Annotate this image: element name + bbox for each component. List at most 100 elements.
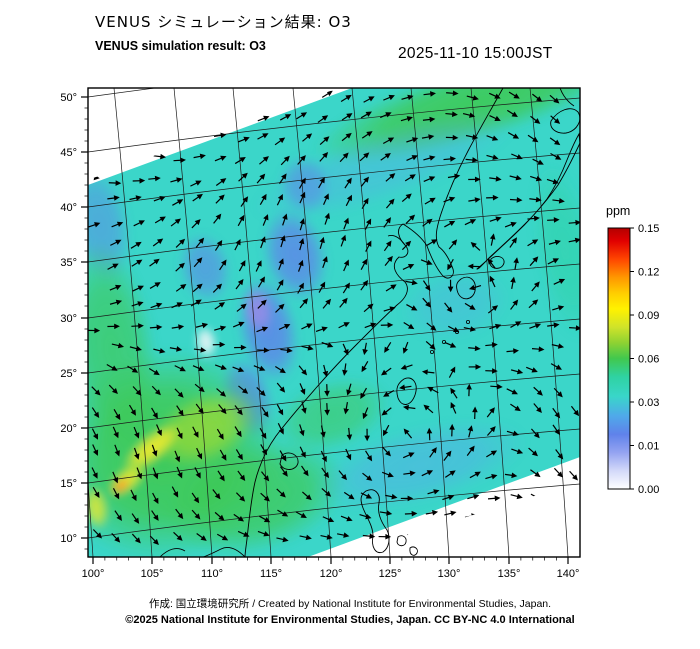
wind-arrow (360, 492, 373, 499)
wind-arrow (446, 90, 459, 97)
wind-arrow (274, 137, 286, 146)
wind-arrow (149, 324, 163, 331)
wind-arrow (421, 369, 435, 375)
wind-arrow (216, 388, 227, 397)
wind-arrow (299, 534, 312, 541)
wind-arrow (257, 133, 269, 140)
wind-arrow (133, 426, 140, 439)
wind-arrow (279, 450, 287, 462)
wind-arrow (382, 137, 395, 145)
graticule-longitude-line (173, 88, 213, 557)
wind-arrow (88, 174, 100, 181)
wind-arrow (192, 283, 203, 293)
wind-arrow (275, 365, 286, 374)
wind-arrow (462, 112, 476, 118)
wind-arrow (427, 386, 439, 394)
wind-arrow (130, 241, 142, 249)
wind-arrow (510, 493, 523, 500)
wind-arrow (195, 403, 204, 414)
wind-arrow (402, 404, 416, 411)
wind-arrow (215, 178, 227, 187)
wind-arrow (402, 264, 415, 270)
wind-arrow (468, 176, 481, 183)
wind-arrow (257, 276, 265, 288)
graticule-longitude-line (232, 88, 272, 557)
wind-arrow (552, 407, 561, 419)
wind-arrow (346, 427, 353, 441)
wind-arrow (342, 363, 348, 376)
wind-arrow (552, 305, 565, 311)
wind-arrow (282, 213, 288, 226)
wind-arrow (148, 367, 160, 376)
wind-arrow (219, 449, 227, 461)
wind-arrow (486, 407, 495, 418)
wind-arrow (237, 470, 246, 482)
wind-arrow (346, 383, 352, 396)
figure-timestamp: 2025-11-10 15:00JST (398, 45, 553, 62)
wind-arrow (234, 239, 241, 251)
wind-arrow (551, 536, 564, 543)
wind-arrow (320, 450, 327, 463)
o3-concentration-field (88, 88, 580, 557)
wind-arrow (131, 259, 143, 267)
wind-arrow (530, 115, 541, 124)
wind-arrow (532, 158, 544, 165)
wind-arrow (108, 384, 118, 395)
o3-region-very-low-o3-violet-spot (242, 286, 274, 334)
figure-title-ja: VENUS シミュレーション結果: O3 (95, 13, 352, 31)
wind-arrow (448, 325, 460, 333)
wind-arrow (381, 367, 392, 376)
wind-arrow (548, 239, 561, 246)
wind-arrow (279, 114, 292, 121)
plot-frame (87, 87, 581, 558)
wind-arrow (298, 365, 308, 376)
wind-arrow (237, 136, 250, 143)
wind-arrow (214, 155, 227, 162)
wind-arrow (486, 426, 496, 436)
graticule-latitude-line (88, 97, 580, 153)
axis-tick-labels: 50° 45° 40° 35° 30° 25° 20° 15° 10° 100° 105° 110° 1… (60, 92, 579, 580)
wind-arrow (384, 255, 393, 266)
wind-arrow (552, 424, 561, 436)
wind-arrow (343, 491, 355, 500)
y-axis-tick-label: 30° (60, 313, 77, 325)
coastline (279, 452, 299, 470)
coastline (559, 88, 575, 107)
y-axis-tick-label: 45° (60, 147, 77, 159)
wind-arrow (489, 114, 501, 121)
wind-arrow (131, 323, 144, 329)
wind-arrow (175, 262, 185, 272)
y-axis-tick-label: 25° (60, 368, 77, 380)
wind-arrow (212, 341, 226, 348)
wind-arrow (175, 284, 187, 292)
wind-arrow (361, 131, 373, 139)
wind-arrow (340, 94, 352, 102)
wind-arrow (175, 508, 184, 520)
wind-arrow (510, 299, 519, 310)
wind-arrow (550, 492, 561, 501)
wind-arrow (296, 91, 308, 98)
wind-arrow (528, 447, 538, 457)
wind-arrow (345, 194, 352, 207)
wind-arrow (297, 259, 304, 272)
wind-arrow (504, 472, 518, 479)
wind-arrow (511, 511, 524, 517)
wind-arrow (423, 155, 436, 161)
wind-arrow (132, 177, 146, 184)
wind-arrow (322, 298, 332, 309)
wind-arrow (234, 426, 242, 438)
wind-arrow (257, 299, 267, 309)
wind-arrow (171, 324, 185, 330)
wind-arrow (234, 95, 247, 102)
wind-arrow (529, 196, 542, 203)
wind-arrow (256, 173, 266, 184)
wind-arrow (509, 197, 523, 203)
wind-arrow (362, 533, 376, 539)
wind-arrow (172, 113, 185, 119)
wind-arrow (547, 322, 560, 328)
wind-arrow (152, 467, 159, 480)
wind-arrow (427, 531, 440, 538)
wind-arrow (362, 407, 369, 420)
